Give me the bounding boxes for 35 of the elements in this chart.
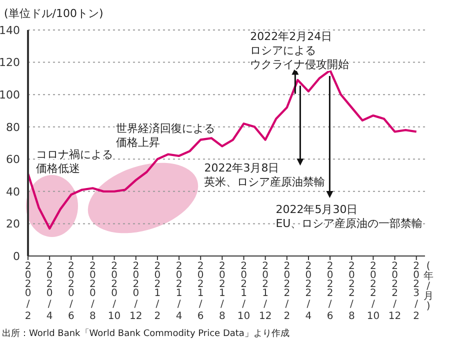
x-tick-label: 2021/6 [197, 261, 204, 322]
y-axis-title: (単位ドル/100トン) [4, 6, 104, 21]
y-tick-label: 20 [6, 218, 20, 231]
x-tick-label: 2020/12 [130, 261, 142, 322]
x-axis-title: (年/月) [423, 261, 434, 312]
annotation: コロナ禍による価格低迷 [36, 148, 113, 175]
x-tick-label: 2020/4 [46, 261, 53, 322]
x-tick-label: 2020/8 [90, 261, 96, 322]
y-tick-label: 140 [0, 24, 20, 37]
x-tick-label: 2022/8 [348, 261, 355, 322]
x-tick-label: 2021/4 [176, 261, 182, 322]
x-tick-label: 2020/2 [24, 261, 32, 322]
x-tick-label: 2021/12 [258, 261, 272, 322]
x-tick-label: 2022/10 [366, 261, 380, 322]
x-tick-label: 2020/6 [68, 261, 74, 322]
y-tick-label: 120 [0, 56, 20, 70]
y-tick-label: 60 [6, 153, 20, 166]
x-tick-label: 2023/2 [413, 261, 420, 322]
y-tick-label: 40 [6, 185, 20, 198]
x-tick-label: 2021/2 [154, 261, 161, 322]
annotation: 2022年2月24日ロシアによるウクライナ侵攻開始 [250, 30, 350, 71]
annotation: 2022年5月30日EU、ロシア産原油の一部禁輸 [276, 202, 423, 230]
y-tick-label: 100 [0, 88, 20, 102]
x-tick-label: 2021/10 [237, 261, 250, 322]
x-tick-label: 2022/6 [326, 261, 334, 322]
x-tick-label: 2022/12 [388, 261, 402, 322]
y-tick-label: 80 [6, 120, 20, 134]
annotation: 世界経済回復による価格上昇 [116, 122, 215, 149]
x-tick-label: 2022/2 [284, 261, 290, 322]
x-tick-label: 2020/10 [108, 261, 121, 322]
x-tick-label: 2021/8 [218, 261, 226, 322]
x-tick-label: 2022/4 [305, 261, 312, 322]
text: 出所：World Bank「World Bank Commodity Price Data」より作成 [2, 328, 290, 340]
annotation: 2022年3月8日英米、ロシア産原油禁輸 [204, 162, 326, 189]
y-tick-label: 0 [13, 250, 20, 263]
